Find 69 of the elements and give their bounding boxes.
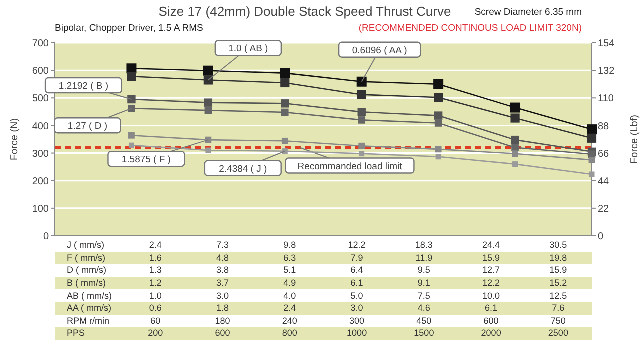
- point: [512, 144, 519, 152]
- y2-tick-label: 110: [598, 94, 614, 105]
- y-tick-label: 200: [32, 176, 50, 188]
- y-tick-label: 0: [43, 232, 50, 243]
- y-tick-label: 500: [32, 94, 50, 105]
- ref-line-label: Recommanded load limit: [298, 161, 403, 172]
- text: Screw Diameter 6.35 mm: [474, 7, 582, 18]
- y2-axis-title: Force (Lbf): [630, 115, 640, 164]
- point: [356, 76, 367, 87]
- y2-tick-label: 132: [598, 66, 616, 78]
- point: [358, 142, 366, 150]
- y-tick-label: 100: [32, 204, 50, 215]
- point: [204, 76, 213, 85]
- point: [512, 150, 518, 158]
- y-tick-label: 600: [32, 66, 50, 78]
- point: [587, 134, 597, 143]
- point: [206, 148, 212, 154]
- point: [359, 151, 365, 157]
- y-tick-label: 300: [32, 148, 50, 160]
- point: [512, 162, 518, 168]
- y-tick-label: 700: [32, 38, 50, 50]
- y2-tick-label: 22: [598, 204, 610, 215]
- point: [587, 124, 597, 135]
- point: [280, 68, 290, 78]
- y2-tick-label: 0: [598, 232, 604, 243]
- point: [358, 116, 366, 124]
- point: [435, 146, 442, 153]
- point: [434, 120, 442, 127]
- y2-tick-label: 154: [598, 38, 616, 50]
- point: [204, 106, 212, 114]
- point: [128, 104, 136, 112]
- point: [434, 79, 444, 90]
- y2-tick-label: 66: [598, 148, 610, 160]
- point: [205, 136, 212, 144]
- chart-title: Size 17 (42mm) Double Stack Speed Thrust Curve: [158, 4, 452, 19]
- point: [434, 112, 443, 120]
- series-label: 1.5875 ( F ): [122, 154, 171, 166]
- point: [203, 66, 214, 76]
- series-label: 2.4384 ( J ): [219, 164, 268, 175]
- point: [358, 108, 366, 116]
- y-axis-title: Force (N): [10, 118, 21, 161]
- y2-tick-label: 44: [598, 176, 610, 188]
- text: 1.27 ( D ): [68, 121, 108, 132]
- y2-tick-label: 88: [598, 121, 610, 132]
- point: [282, 148, 288, 154]
- speed-table: J ( mm/s) 2.4 7.3 9.8 12.2 18.3 24.4 30.5 F ( mm/s) 1.6 4.8 6.3 7.9 11.9 15.9 19.8 D ( mm/s) 1.3 3.8 5.1 6.4 9.5 12.7 15.9 B ( mm/s) 1.2 3.7 4.9 6.1 9.1 12.2 15.2 AB ( mm/s) 1.0 3.0 4.0 5.0 7.5 10.0 12.5 AA ( mm/s) 0.6 1.8 2.4 3.0 4.6 6.1 7.6 RPM r/min 60 180 240 300 450 600 750 PPS 200 600 800 1000 1500 2000 2500: [55, 239, 592, 340]
- point: [204, 98, 213, 107]
- text: 0.6096 ( AA ): [352, 45, 408, 56]
- text: (RECOMMENDED CONTINOUS LOAD LIMIT 320N): [358, 23, 582, 34]
- point: [357, 90, 366, 100]
- point: [588, 156, 596, 164]
- point: [282, 138, 288, 144]
- text: 1.2192 ( B ): [58, 81, 109, 92]
- y-tick-label: 400: [32, 121, 50, 132]
- point: [281, 100, 290, 108]
- point: [436, 154, 442, 160]
- point: [128, 142, 134, 148]
- point: [510, 102, 520, 113]
- point: [511, 136, 520, 144]
- text: 1.0 ( AB ): [228, 44, 268, 55]
- point: [280, 78, 290, 88]
- point: [434, 93, 444, 102]
- point: [589, 172, 595, 178]
- point: [128, 95, 136, 104]
- point: [128, 132, 135, 139]
- point: [510, 114, 520, 123]
- point: [127, 72, 136, 82]
- point: [281, 108, 289, 116]
- chart-subtitle: Bipolar, Chopper Driver, 1.5 A RMS: [55, 23, 204, 34]
